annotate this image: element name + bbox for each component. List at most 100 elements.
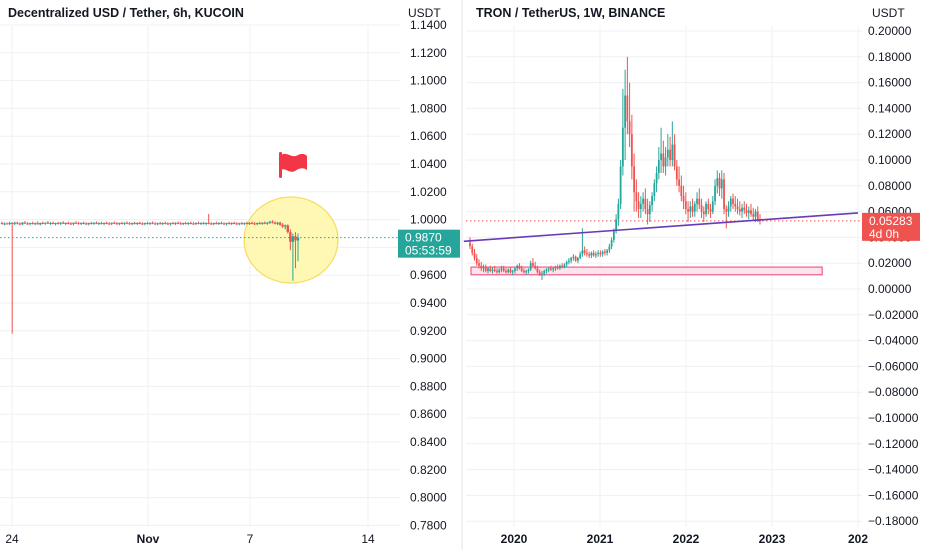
y-tick-label: −0.16000 — [868, 488, 919, 502]
y-tick-label: −0.08000 — [868, 385, 919, 399]
y-tick-label: 0.20000 — [868, 24, 912, 38]
candle-body — [31, 223, 34, 225]
candle-body — [54, 223, 57, 225]
y-tick-label: −0.14000 — [868, 463, 919, 477]
candle-body — [532, 263, 534, 266]
candle-body — [577, 258, 579, 261]
chart-title: Decentralized USD / Tether, 6h, KUCOIN — [8, 6, 244, 20]
candle-body — [225, 223, 228, 225]
candle-body — [159, 223, 162, 225]
candle-body — [166, 223, 170, 225]
candle-body — [516, 265, 519, 269]
candle-body — [617, 203, 620, 220]
candle-body — [563, 264, 566, 268]
candle-body — [525, 270, 528, 273]
candle-body — [184, 223, 187, 225]
candle-body — [738, 209, 741, 212]
candle-body — [469, 242, 471, 247]
candle-body — [547, 268, 550, 270]
candle-body — [673, 144, 676, 167]
candle-body — [202, 223, 205, 225]
candle-body — [273, 222, 277, 224]
candle-body — [687, 209, 689, 212]
candle-body — [278, 222, 282, 225]
candle-body — [210, 223, 213, 225]
candle-body — [538, 272, 541, 275]
x-tick-label: 14 — [361, 532, 375, 546]
left-y-axis[interactable]: 1.1400 1.1200 1.1000 1.0800 1.0600 1.0400 1.02… — [410, 18, 447, 532]
candle-body — [59, 222, 62, 224]
candle-body — [294, 236, 297, 241]
candle-body — [102, 222, 106, 224]
candle-body — [714, 185, 716, 202]
candle-body — [69, 223, 73, 225]
candle-body — [550, 268, 552, 270]
candle-body — [487, 268, 489, 271]
left-candles — [0, 214, 300, 334]
candle-body — [570, 258, 573, 261]
y-tick-label: −0.18000 — [868, 514, 919, 528]
candle-body — [13, 222, 16, 224]
candle-body — [579, 254, 582, 259]
candle-body — [536, 268, 539, 273]
candle-body — [603, 251, 606, 253]
candle-body — [720, 179, 723, 189]
candle-body — [28, 223, 32, 225]
y-tick-label: 0.08000 — [868, 179, 912, 193]
candle-body — [745, 210, 748, 213]
candle-body — [568, 260, 570, 262]
x-tick-label: 2022 — [673, 532, 700, 546]
candle-body — [594, 254, 597, 256]
right-x-axis[interactable]: 2020 2021 2022 2023 202 — [501, 532, 869, 546]
candle-body — [592, 252, 595, 256]
candle-body — [626, 95, 629, 122]
left-x-axis[interactable]: 24 Nov 7 14 — [5, 532, 375, 546]
candle-body — [750, 210, 752, 215]
price-tag-countdown: 4d 0h — [869, 227, 899, 241]
candle-body — [635, 192, 638, 202]
candle-body — [169, 223, 172, 225]
candle-body — [689, 206, 692, 212]
candle-body — [732, 198, 734, 204]
price-tag: 0.9870 05:53:59 — [398, 229, 460, 258]
candle-body — [8, 222, 11, 225]
y-tick-label: 0.7800 — [410, 518, 447, 532]
candle-body — [107, 223, 111, 225]
y-tick-label: 1.0400 — [410, 157, 447, 171]
candle-body — [281, 224, 284, 227]
price-tag-bg — [862, 212, 920, 241]
candle-body — [651, 196, 653, 206]
candle-body — [255, 223, 259, 225]
x-tick-label: 202 — [848, 532, 868, 546]
candle-body — [666, 149, 669, 158]
candle-body — [136, 222, 139, 224]
y-tick-label: −0.12000 — [868, 437, 919, 451]
y-tick-label: 1.0800 — [410, 101, 447, 115]
candle-body — [141, 223, 144, 225]
candle-body — [608, 246, 611, 251]
y-axis-unit: USDT — [872, 6, 905, 20]
candle-body — [702, 211, 705, 215]
y-tick-label: 1.1000 — [410, 74, 447, 88]
candle-body — [113, 222, 116, 224]
right-chart-panel: TRON / TetherUS, 1W, BINANCE USDT 0.2000… — [463, 6, 920, 546]
y-tick-label: 0.8200 — [410, 463, 447, 477]
right-y-axis[interactable]: 0.20000 0.18000 0.16000 0.14000 0.12000 0.100… — [868, 24, 919, 528]
left-chart-panel: Decentralized USD / Tether, 6h, KUCOIN U… — [0, 6, 460, 546]
candle-body — [146, 223, 149, 225]
candle-body — [33, 223, 37, 225]
candle-body — [527, 269, 530, 271]
y-tick-label: 0.8800 — [410, 379, 447, 393]
candle-body — [500, 268, 503, 270]
candle-body — [700, 205, 703, 212]
candle-body — [491, 269, 494, 271]
candle-body — [286, 225, 289, 233]
candle-body — [289, 232, 292, 242]
candle-body — [74, 222, 78, 224]
candle-body — [16, 222, 19, 224]
candle-body — [534, 265, 537, 269]
flag-cloth — [281, 153, 307, 172]
right-grid — [466, 26, 862, 527]
candle-body — [204, 222, 208, 224]
